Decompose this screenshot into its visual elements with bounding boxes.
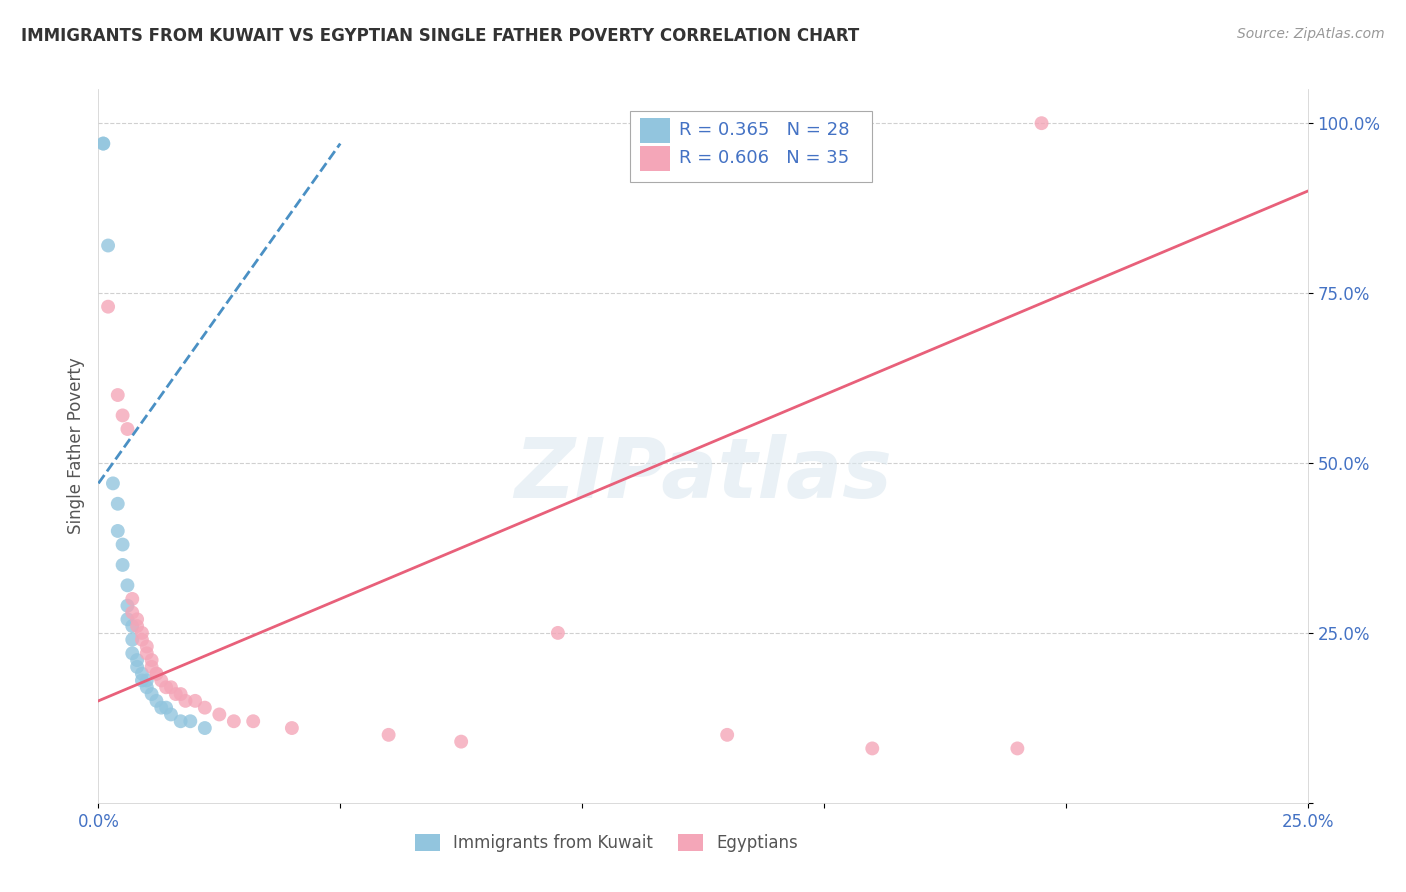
Point bbox=[169, 714, 191, 729]
Point bbox=[127, 660, 149, 674]
Point bbox=[107, 497, 129, 511]
Point bbox=[222, 714, 245, 729]
Text: IMMIGRANTS FROM KUWAIT VS EGYPTIAN SINGLE FATHER POVERTY CORRELATION CHART: IMMIGRANTS FROM KUWAIT VS EGYPTIAN SINGL… bbox=[21, 27, 859, 45]
Point bbox=[184, 694, 207, 708]
Point bbox=[135, 680, 157, 694]
Point bbox=[117, 578, 139, 592]
Point bbox=[101, 476, 124, 491]
Point bbox=[860, 741, 883, 756]
Point bbox=[91, 136, 114, 151]
Point bbox=[179, 714, 201, 729]
Point bbox=[135, 673, 157, 688]
Point bbox=[281, 721, 304, 735]
Point bbox=[117, 422, 139, 436]
Point bbox=[194, 721, 217, 735]
Point bbox=[145, 666, 167, 681]
Point bbox=[141, 660, 163, 674]
Point bbox=[131, 626, 153, 640]
Point bbox=[150, 700, 173, 714]
Point bbox=[131, 666, 153, 681]
Text: R = 0.365   N = 28: R = 0.365 N = 28 bbox=[679, 121, 849, 139]
Point bbox=[155, 700, 177, 714]
Text: Source: ZipAtlas.com: Source: ZipAtlas.com bbox=[1237, 27, 1385, 41]
Point bbox=[131, 632, 153, 647]
Point bbox=[1007, 741, 1029, 756]
Point bbox=[1031, 116, 1053, 130]
Point bbox=[145, 666, 167, 681]
Point bbox=[174, 694, 197, 708]
Point bbox=[377, 728, 399, 742]
Point bbox=[91, 136, 114, 151]
Point bbox=[117, 612, 139, 626]
Point bbox=[127, 619, 149, 633]
Point bbox=[150, 673, 173, 688]
Point bbox=[131, 673, 153, 688]
Point bbox=[242, 714, 264, 729]
Point bbox=[107, 524, 129, 538]
Point bbox=[121, 591, 143, 606]
Point bbox=[450, 734, 472, 748]
Point bbox=[135, 640, 157, 654]
Point bbox=[160, 707, 183, 722]
Point bbox=[121, 646, 143, 660]
Point bbox=[135, 646, 157, 660]
Point bbox=[194, 700, 217, 714]
Point bbox=[121, 632, 143, 647]
Point bbox=[111, 558, 134, 572]
Point bbox=[155, 680, 177, 694]
Point bbox=[127, 653, 149, 667]
Point bbox=[716, 728, 738, 742]
Point bbox=[121, 606, 143, 620]
Bar bbox=[640, 118, 671, 143]
Legend: Immigrants from Kuwait, Egyptians: Immigrants from Kuwait, Egyptians bbox=[408, 827, 804, 859]
Point bbox=[160, 680, 183, 694]
Point bbox=[111, 537, 134, 551]
Point bbox=[121, 619, 143, 633]
Point bbox=[117, 599, 139, 613]
Point bbox=[165, 687, 187, 701]
Y-axis label: Single Father Poverty: Single Father Poverty bbox=[66, 358, 84, 534]
Point bbox=[97, 300, 120, 314]
Text: ZIPatlas: ZIPatlas bbox=[515, 434, 891, 515]
FancyBboxPatch shape bbox=[630, 111, 872, 182]
Point bbox=[169, 687, 191, 701]
Text: R = 0.606   N = 35: R = 0.606 N = 35 bbox=[679, 150, 849, 168]
Point bbox=[547, 626, 569, 640]
Point bbox=[127, 612, 149, 626]
Point bbox=[97, 238, 120, 252]
Bar bbox=[640, 146, 671, 171]
Point bbox=[141, 687, 163, 701]
Point bbox=[107, 388, 129, 402]
Point bbox=[141, 653, 163, 667]
Point bbox=[111, 409, 134, 423]
Point bbox=[145, 694, 167, 708]
Point bbox=[208, 707, 231, 722]
